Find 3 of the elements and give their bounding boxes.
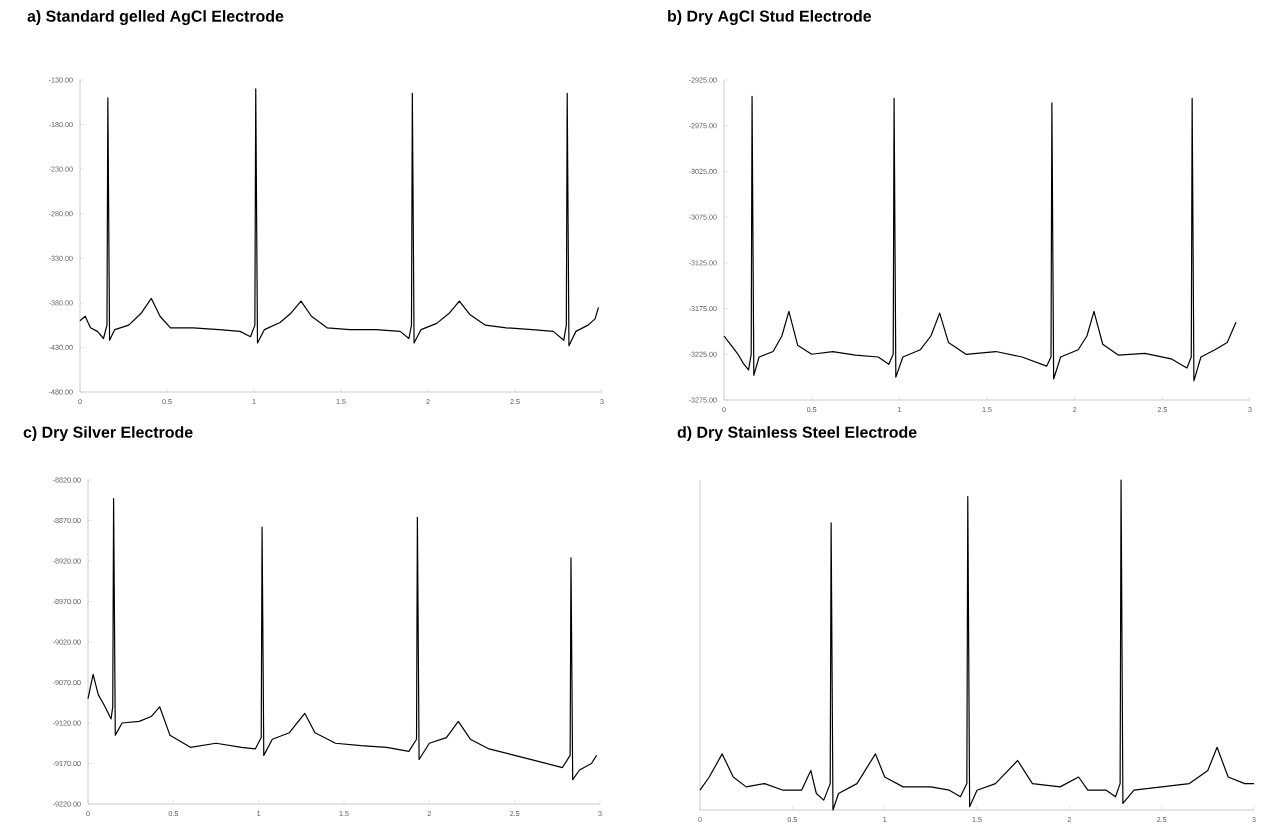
line-series [79, 88, 600, 347]
line-series [723, 95, 1237, 382]
line-series [87, 498, 598, 781]
